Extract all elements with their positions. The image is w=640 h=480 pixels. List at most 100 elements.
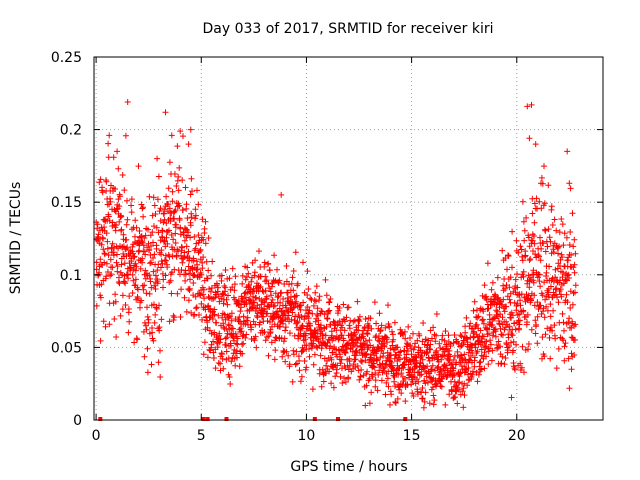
data-point bbox=[352, 352, 359, 359]
data-point bbox=[124, 197, 130, 204]
data-point bbox=[95, 231, 102, 238]
data-point bbox=[204, 275, 211, 282]
data-point bbox=[412, 353, 419, 360]
data-point bbox=[413, 376, 420, 383]
data-point bbox=[545, 182, 552, 189]
data-point bbox=[518, 246, 525, 253]
data-point bbox=[514, 284, 521, 291]
data-point bbox=[129, 271, 136, 278]
data-point bbox=[541, 163, 547, 170]
data-point bbox=[160, 219, 167, 226]
data-point bbox=[306, 346, 312, 352]
data-point bbox=[542, 296, 549, 303]
data-point bbox=[367, 315, 374, 322]
data-point bbox=[326, 307, 333, 314]
data-point bbox=[550, 307, 557, 314]
data-point bbox=[223, 334, 230, 341]
data-point bbox=[105, 213, 112, 220]
data-point bbox=[187, 276, 193, 283]
data-point bbox=[548, 283, 554, 290]
data-point bbox=[372, 377, 379, 384]
data-point bbox=[385, 302, 391, 309]
data-point bbox=[119, 172, 126, 178]
data-point bbox=[547, 324, 554, 331]
data-point bbox=[283, 304, 290, 311]
data-point bbox=[388, 352, 394, 359]
data-point bbox=[177, 314, 184, 320]
data-point bbox=[524, 311, 531, 318]
data-point bbox=[234, 335, 241, 342]
data-point bbox=[388, 391, 395, 398]
data-point bbox=[182, 184, 189, 191]
data-point bbox=[151, 319, 158, 326]
data-point bbox=[234, 354, 240, 361]
data-point bbox=[337, 360, 344, 367]
data-point bbox=[185, 141, 192, 148]
data-point bbox=[485, 361, 492, 368]
data-point bbox=[329, 349, 336, 356]
data-point bbox=[427, 346, 434, 353]
y-tick-label: 0.05 bbox=[51, 340, 82, 356]
data-point bbox=[459, 388, 466, 395]
data-point bbox=[427, 327, 434, 334]
data-point bbox=[463, 314, 470, 321]
data-point bbox=[516, 326, 522, 333]
data-point bbox=[197, 292, 204, 299]
data-point bbox=[557, 277, 564, 284]
zero-value-marker bbox=[224, 417, 229, 421]
data-point bbox=[93, 302, 100, 309]
data-point bbox=[351, 356, 358, 363]
data-point bbox=[265, 352, 272, 359]
data-point bbox=[146, 193, 153, 200]
data-point bbox=[303, 364, 310, 371]
data-point bbox=[310, 337, 317, 344]
data-point bbox=[441, 352, 448, 359]
data-point bbox=[125, 275, 132, 282]
data-point bbox=[524, 103, 531, 110]
data-point bbox=[93, 259, 100, 266]
data-point bbox=[199, 316, 206, 323]
data-point bbox=[439, 332, 446, 339]
data-point bbox=[193, 305, 200, 312]
data-point bbox=[207, 347, 214, 354]
data-point bbox=[117, 312, 124, 319]
data-point bbox=[469, 342, 476, 349]
data-point bbox=[342, 318, 348, 325]
data-point bbox=[520, 268, 527, 275]
data-point bbox=[111, 316, 118, 322]
data-point bbox=[298, 373, 305, 380]
data-point bbox=[188, 214, 195, 221]
data-point bbox=[271, 302, 278, 309]
data-point bbox=[237, 308, 244, 315]
data-point bbox=[225, 314, 232, 320]
data-point bbox=[217, 360, 224, 367]
data-point bbox=[456, 386, 462, 393]
data-point bbox=[110, 249, 117, 256]
data-point bbox=[489, 322, 496, 328]
data-point bbox=[426, 400, 433, 407]
data-point bbox=[189, 188, 195, 195]
data-point bbox=[150, 239, 156, 246]
data-point bbox=[324, 315, 331, 322]
data-point bbox=[542, 248, 549, 255]
data-point bbox=[563, 291, 570, 298]
data-point bbox=[572, 321, 579, 328]
data-point bbox=[322, 276, 329, 283]
data-point bbox=[530, 248, 536, 254]
data-point bbox=[154, 267, 161, 274]
data-point bbox=[139, 205, 146, 212]
data-point bbox=[179, 177, 186, 184]
data-point bbox=[322, 332, 329, 339]
data-point bbox=[155, 173, 162, 180]
data-point bbox=[503, 303, 510, 310]
data-point bbox=[130, 277, 137, 284]
data-point bbox=[175, 187, 182, 194]
data-point bbox=[177, 128, 184, 135]
data-point bbox=[442, 401, 449, 408]
data-point bbox=[171, 171, 178, 177]
data-point bbox=[147, 252, 154, 258]
data-point bbox=[188, 175, 195, 182]
data-point bbox=[451, 332, 458, 338]
data-point bbox=[392, 400, 399, 406]
data-point bbox=[300, 259, 306, 266]
